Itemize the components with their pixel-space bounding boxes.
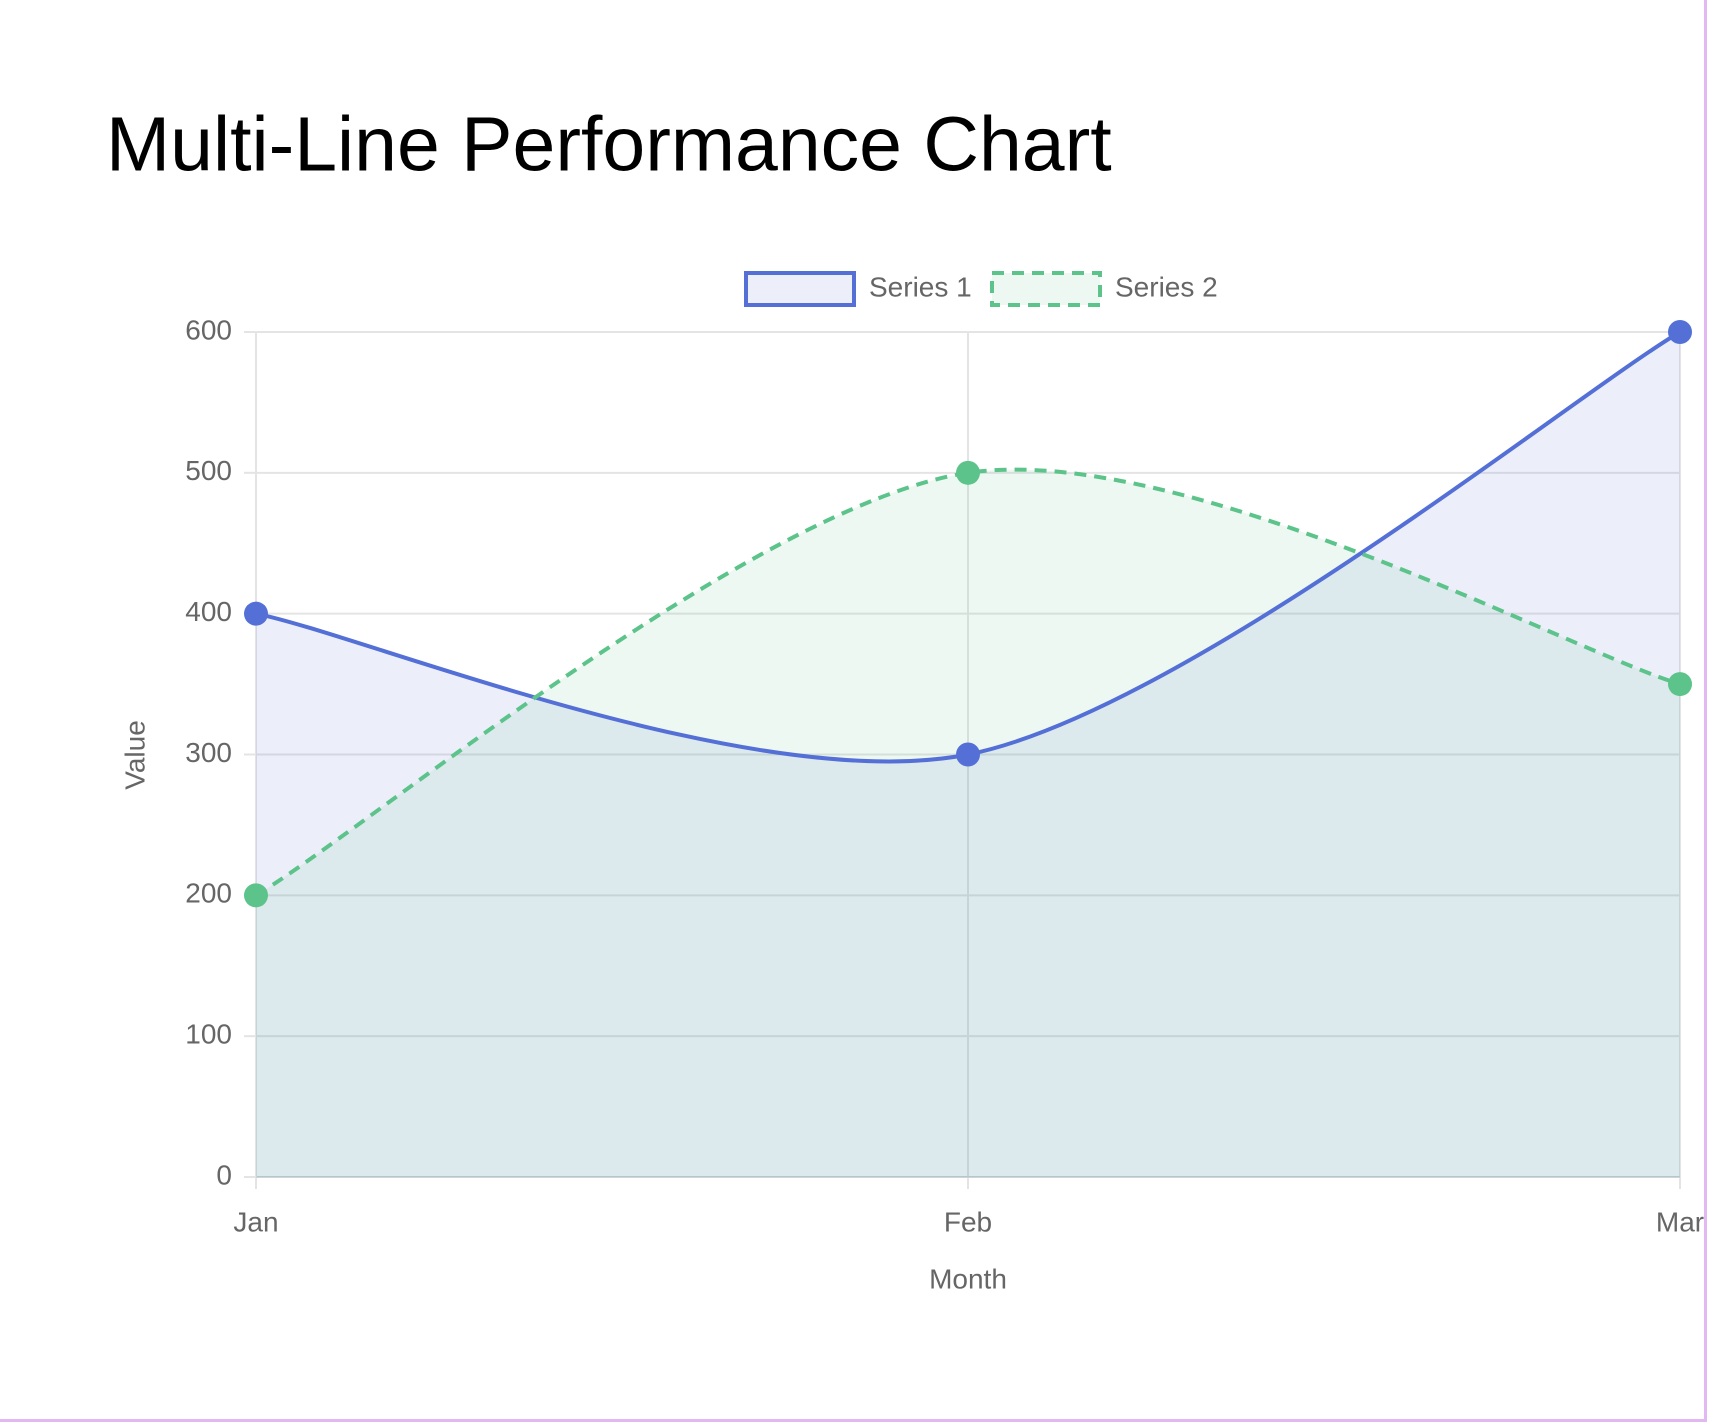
point (244, 883, 268, 908)
x-tick-label: Mar (1656, 1206, 1704, 1237)
x-axis-label: Month (929, 1263, 1007, 1294)
legend-swatch (990, 271, 1102, 307)
y-axis-label: Value (119, 720, 150, 790)
line (254, 467, 1681, 898)
point (956, 460, 980, 485)
y-tick-label: 0 (216, 1159, 232, 1190)
legend-label: Series 2 (1115, 271, 1218, 302)
x-tick-label: Feb (944, 1206, 992, 1237)
x-tick-label: Jan (233, 1206, 278, 1237)
y-tick-label: 300 (185, 737, 232, 768)
y-tick-label: 600 (185, 314, 232, 345)
y-tick-label: 200 (185, 878, 232, 909)
point (1668, 672, 1692, 697)
legend-label: Series 1 (869, 271, 972, 302)
point (956, 742, 980, 767)
area (256, 469, 1680, 1178)
y-tick-label: 400 (185, 596, 232, 627)
point (244, 601, 268, 626)
point (1668, 320, 1692, 344)
y-tick-label: 500 (185, 455, 232, 486)
y-tick-label: 100 (185, 1019, 232, 1050)
chart-title: Multi-Line Performance Chart (106, 101, 1112, 187)
legend-swatch (744, 271, 856, 307)
